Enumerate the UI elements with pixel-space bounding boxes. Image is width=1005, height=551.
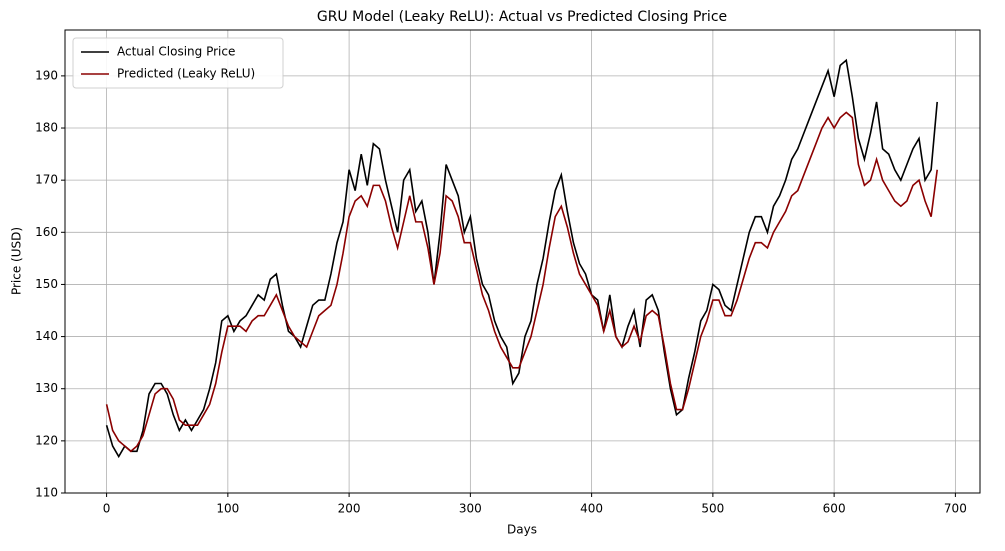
x-axis-label: Days: [507, 523, 537, 537]
plot-frame: [64, 29, 981, 494]
y-tick-label: 160: [35, 225, 58, 239]
y-tick-label: 120: [35, 433, 58, 447]
x-tick-label: 200: [338, 502, 361, 516]
legend-label: Actual Closing Price: [117, 45, 235, 59]
x-tick-label: 0: [103, 502, 111, 516]
y-tick-label: 170: [35, 173, 58, 187]
x-tick-label: 600: [823, 502, 846, 516]
data-line: [105, 58, 938, 459]
x-tick-label: 400: [580, 502, 603, 516]
x-tick-label: 700: [944, 502, 967, 516]
y-tick-label: 110: [35, 486, 58, 500]
y-tick-label: 190: [35, 68, 58, 82]
legend-label: Predicted (Leaky ReLU): [117, 67, 255, 81]
y-axis-label: Price (USD): [10, 227, 24, 295]
chart-title: GRU Model (Leaky ReLU): Actual vs Predic…: [317, 9, 727, 25]
y-tick-label: 180: [35, 121, 58, 135]
x-tick-label: 500: [701, 502, 724, 516]
y-tick-label: 140: [35, 329, 58, 343]
y-tick-label: 150: [35, 277, 58, 291]
x-tick-label: 300: [459, 502, 482, 516]
x-tick-label: 100: [216, 502, 239, 516]
data-line: [105, 111, 938, 453]
y-tick-label: 130: [35, 381, 58, 395]
legend-box: [72, 37, 284, 89]
